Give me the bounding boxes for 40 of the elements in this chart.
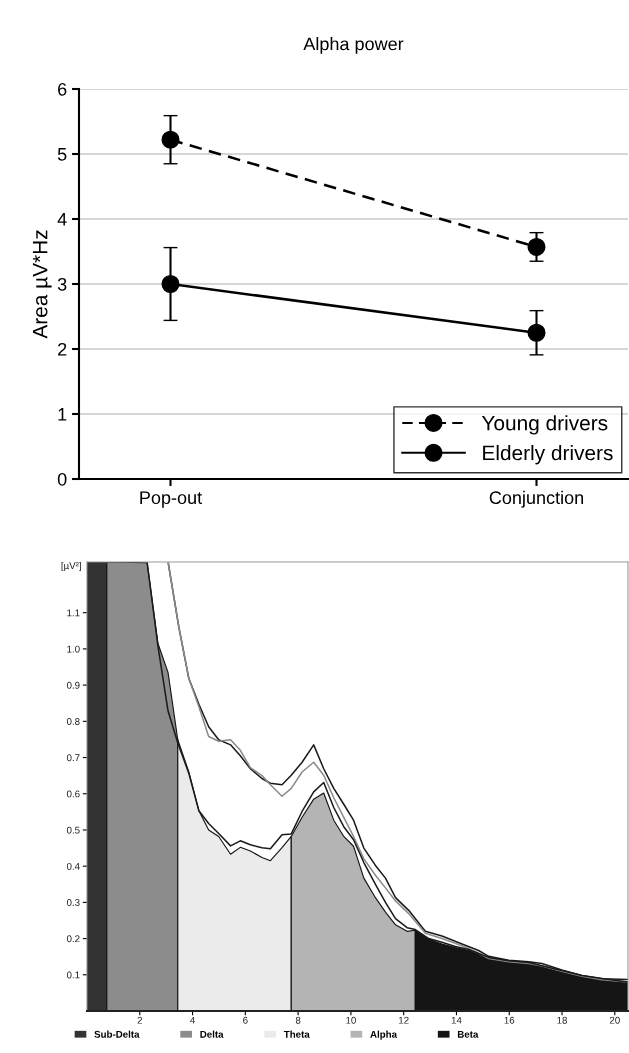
y-tick-label: 5 [57, 148, 67, 161]
x-tick-label: 6 [243, 1016, 248, 1024]
y-tick-label: 3 [57, 277, 67, 291]
y-tick-label: 0.1 [66, 971, 80, 979]
x-tick-label: 20 [609, 1016, 620, 1024]
y-tick-label: 1 [58, 408, 67, 421]
legend-label: Delta [200, 1030, 224, 1038]
x-tick-label: 12 [399, 1016, 409, 1024]
y-tick-label: 0.3 [66, 899, 80, 906]
legend-label: Alpha [370, 1030, 398, 1040]
y-tick-label: 0.8 [66, 718, 80, 725]
y-tick-label: 0.6 [66, 790, 80, 798]
legend-label: Young drivers [481, 415, 608, 435]
y-tick-label: 0.2 [66, 935, 80, 943]
legend-label: Beta [457, 1030, 479, 1038]
y-tick-label: 6 [58, 82, 67, 96]
x-tick-label: 2 [137, 1016, 142, 1024]
x-tick-label: 8 [295, 1016, 301, 1024]
y-tick-label: 0 [57, 472, 67, 486]
legend-label: Elderly drivers [483, 445, 613, 465]
y-tick-label: 4 [57, 213, 67, 226]
x-tick-label: Pop-out [140, 491, 202, 508]
y-tick-label: 1.1 [67, 609, 80, 617]
x-tick-label: 18 [557, 1016, 568, 1024]
y-tick-label: 0.4 [66, 862, 80, 870]
y-tick-label: 0.5 [66, 826, 80, 834]
legend-label: Theta [283, 1030, 310, 1038]
chart-title: Alpha power [303, 37, 404, 54]
x-tick-label: 16 [504, 1016, 515, 1024]
y-tick-label: 0.7 [66, 754, 80, 762]
y-axis-title: Area µV*Hz [32, 230, 52, 339]
y-axis-title: [µV²] [61, 562, 81, 572]
y-tick-label: 2 [58, 342, 67, 356]
x-tick-label: Conjunction [489, 490, 584, 508]
x-tick-label: 4 [190, 1016, 195, 1024]
legend-label: Sub-Delta [94, 1030, 140, 1038]
x-tick-label: 14 [451, 1016, 462, 1024]
y-tick-label: 0.9 [66, 681, 80, 689]
x-tick-label: 10 [346, 1016, 356, 1024]
y-tick-label: 1.0 [67, 645, 80, 653]
